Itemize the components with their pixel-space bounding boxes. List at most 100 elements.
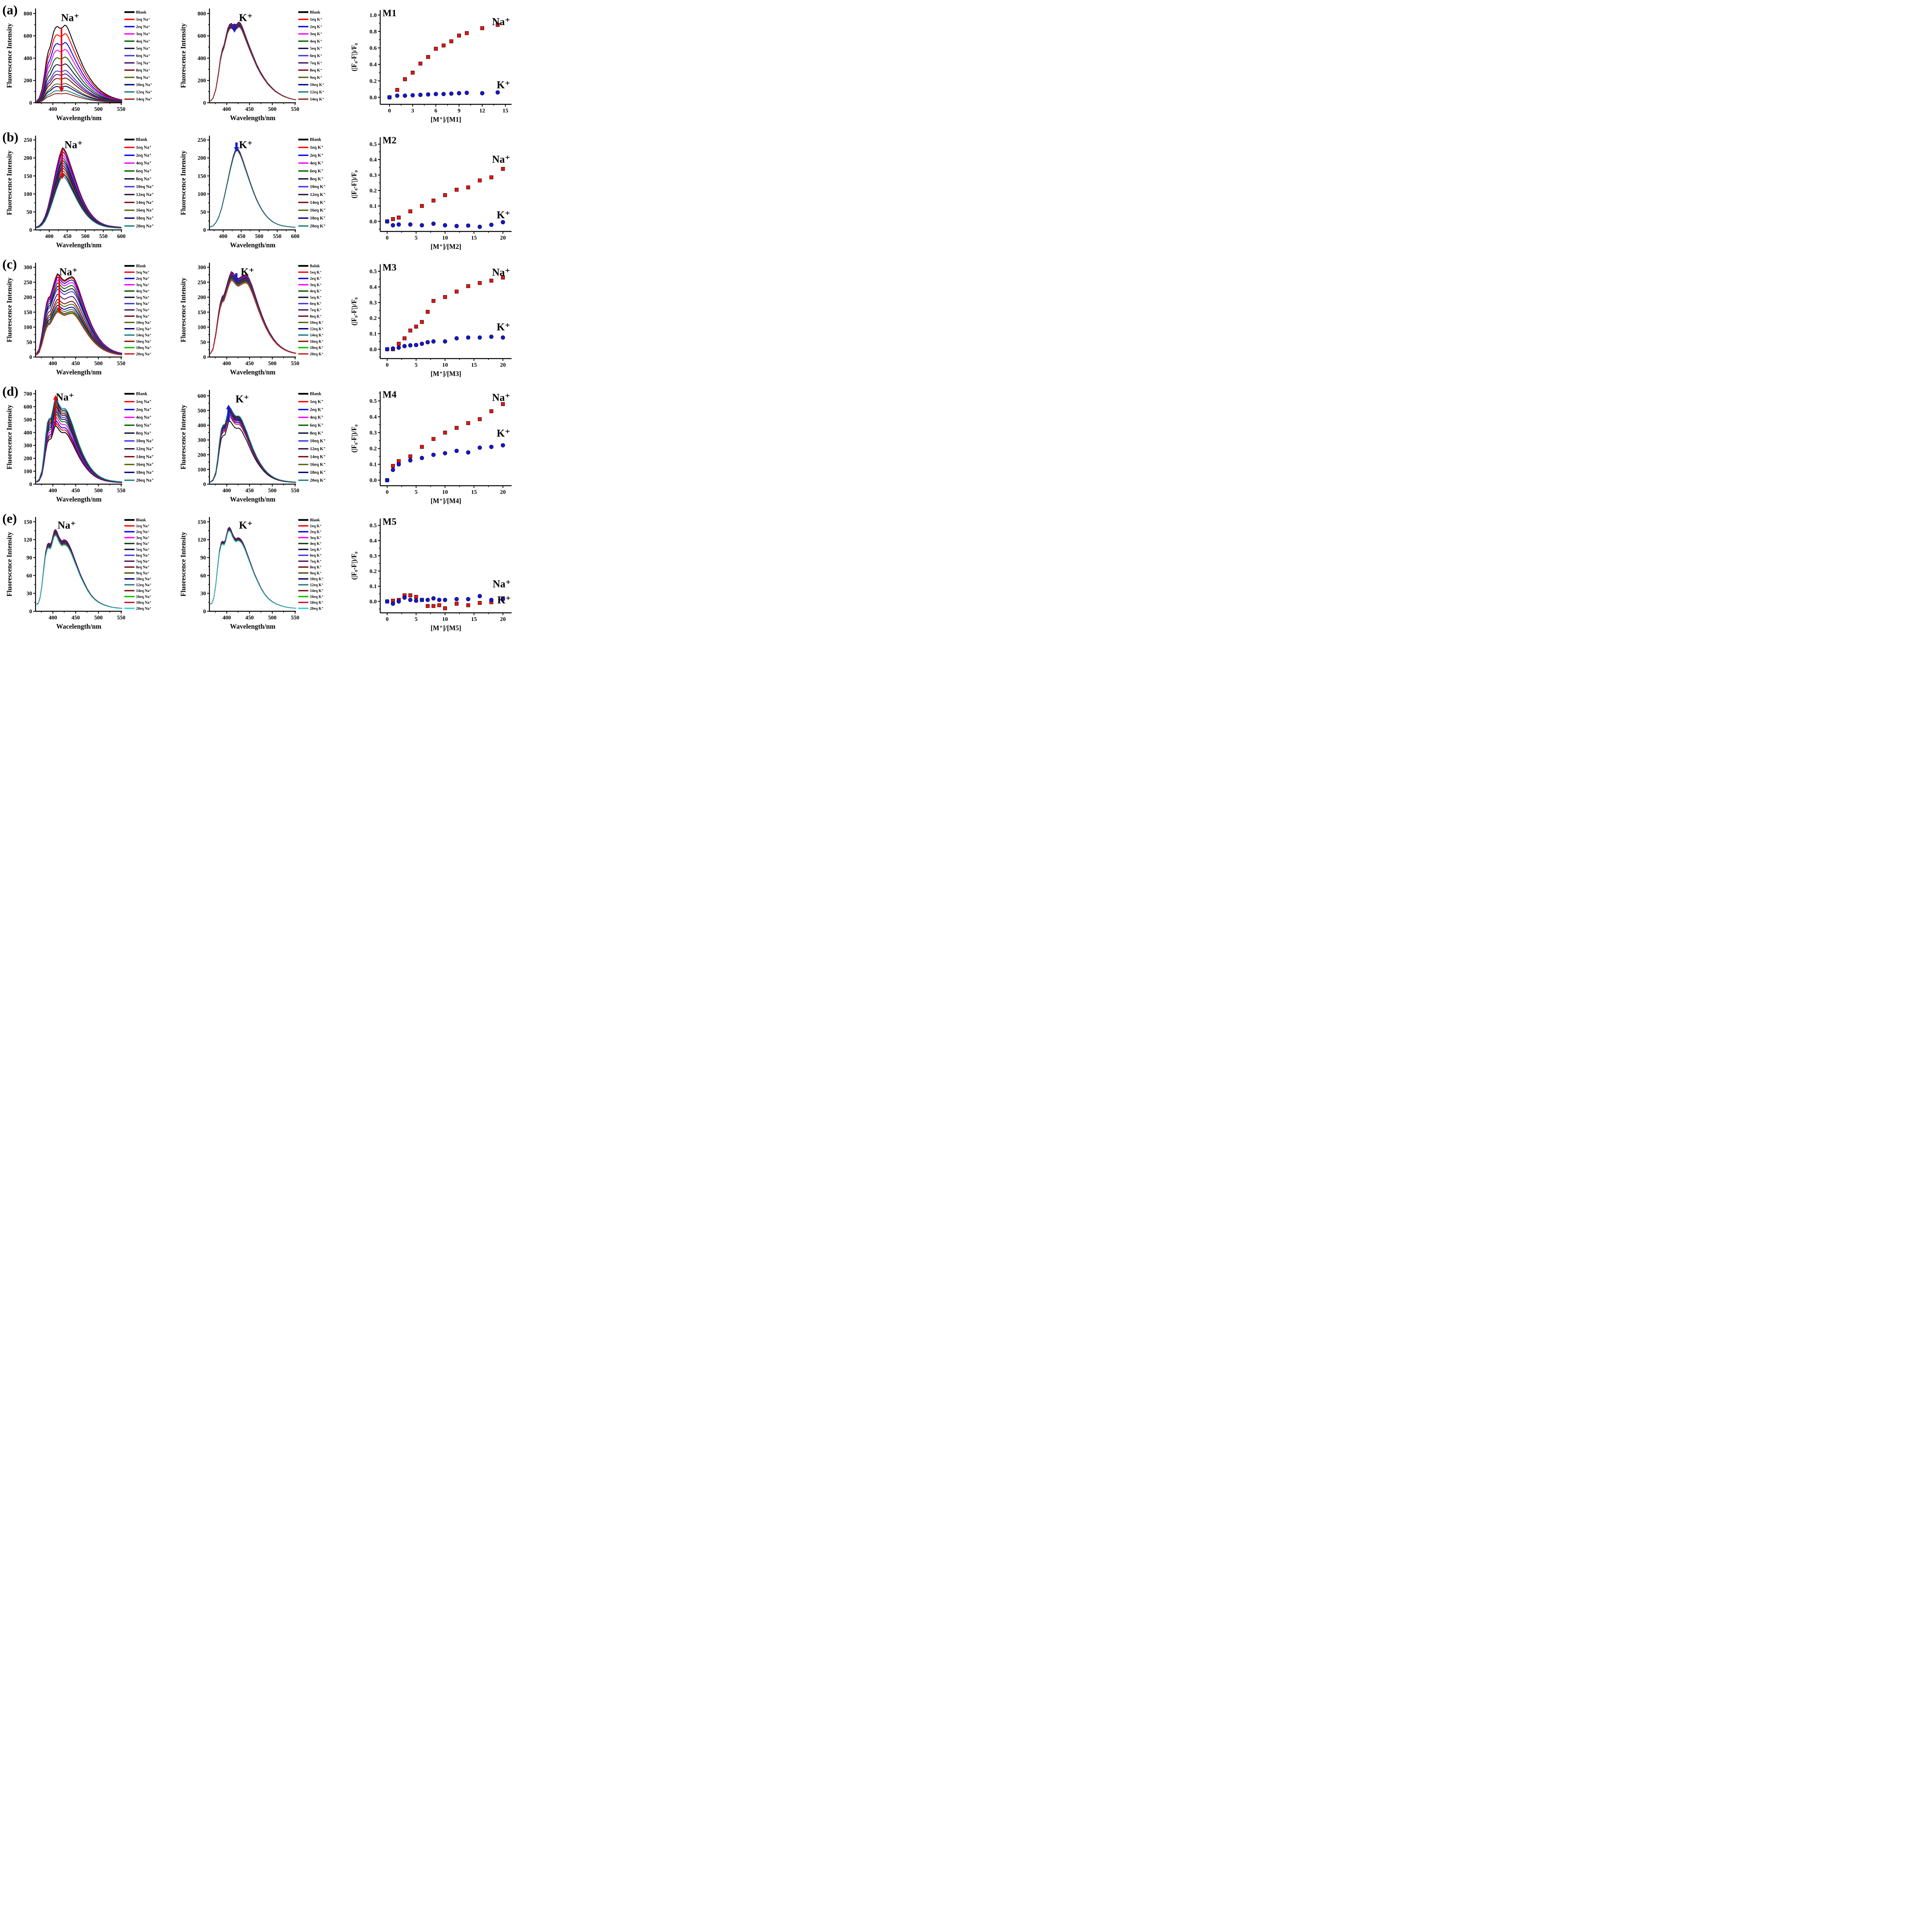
curve-7eq-K⁺ xyxy=(210,276,296,354)
svg-text:0.4: 0.4 xyxy=(369,284,377,290)
legend-label: 2eq K⁺ xyxy=(310,407,323,412)
legend-label: 16eq K⁺ xyxy=(310,208,326,213)
panel-label: M5 xyxy=(383,517,396,527)
svg-text:550: 550 xyxy=(291,106,299,112)
legend-label: 16eq Na⁺ xyxy=(136,463,154,467)
curve-20eq-Na⁺ xyxy=(36,175,122,229)
svg-text:0.2: 0.2 xyxy=(369,446,377,452)
svg-text:15: 15 xyxy=(471,489,477,495)
legend-label: 14eq K⁺ xyxy=(310,454,326,459)
legend-label: 2eq K⁺ xyxy=(310,530,322,534)
curve-6eq-K⁺ xyxy=(210,148,296,228)
axes: 400 450 500 550 0 100 200 300 400 500 600 700 Wavele… xyxy=(5,390,126,503)
svg-text:0.2: 0.2 xyxy=(369,568,377,575)
legend-label: 6eq K⁺ xyxy=(310,54,322,58)
curve-4eq-K⁺ xyxy=(210,24,296,102)
legend: Blank 1eq Na⁺ 2eq Na⁺ 4eq Na⁺ 6eq Na⁺ 8eq Na⁺… xyxy=(124,138,154,228)
legend-label: 14eq K⁺ xyxy=(310,200,326,205)
legend-label: 8eq K⁺ xyxy=(310,565,322,570)
y-axis-label: Fluorescence Intensity xyxy=(5,405,13,469)
legend-label: 7eq K⁺ xyxy=(310,560,322,564)
svg-text:5: 5 xyxy=(415,235,418,241)
curve-20eq-K⁺ xyxy=(210,407,296,483)
svg-text:0: 0 xyxy=(203,609,206,615)
legend-label: 1eq K⁺ xyxy=(310,18,322,22)
svg-text:500: 500 xyxy=(197,408,206,414)
curve-10eq-K⁺ xyxy=(210,410,296,483)
axes: 400 450 500 550 0 200 400 600 800 Wavelength/nm Fl… xyxy=(179,9,299,122)
svg-text:0: 0 xyxy=(203,481,206,488)
legend-label: 8eq K⁺ xyxy=(310,315,322,319)
curve-10eq-Na⁺ xyxy=(36,302,122,355)
svg-text:3: 3 xyxy=(411,108,414,114)
y-axis-label: Fluorescence Intensity xyxy=(179,150,187,215)
svg-text:0.0: 0.0 xyxy=(369,95,377,101)
legend-label: 18eq Na⁺ xyxy=(136,470,154,475)
curve-5eq-Na⁺ xyxy=(36,63,122,102)
svg-text:0: 0 xyxy=(29,481,32,488)
curve-8eq-K⁺ xyxy=(210,529,296,609)
curve-20eq-K⁺ xyxy=(210,150,296,228)
svg-text:10: 10 xyxy=(442,362,448,368)
y-axis-label: (|F₀-F|)/F₀ xyxy=(350,552,358,580)
svg-text:1.0: 1.0 xyxy=(369,12,377,19)
x-axis-label: Wavelength/nm xyxy=(230,622,276,630)
row-label-a: (a) xyxy=(2,3,18,17)
y-axis-label: Fluorescence Intensity xyxy=(179,532,187,597)
curve-7eq-K⁺ xyxy=(210,24,296,102)
svg-text:300: 300 xyxy=(24,265,32,271)
svg-text:500: 500 xyxy=(94,361,103,367)
ion-title: K⁺ xyxy=(241,266,254,277)
curve-5eq-K⁺ xyxy=(210,528,296,609)
ion-annotation-Na⁺: Na⁺ xyxy=(493,578,511,590)
x-axis-label: Wavelength/nm xyxy=(56,114,102,122)
svg-text:0: 0 xyxy=(203,227,206,233)
legend-label: 2eq Na⁺ xyxy=(136,530,150,534)
svg-text:500: 500 xyxy=(94,615,103,621)
scatter-series-K⁺ xyxy=(387,90,500,100)
curve-20eq-Na⁺ xyxy=(36,398,122,483)
y-axis-label: Fluorescence Intensity xyxy=(179,405,187,469)
legend-label: 3eq Na⁺ xyxy=(136,283,150,287)
svg-text:400: 400 xyxy=(49,488,57,494)
y-axis-label: Fluorescence Intensity xyxy=(5,277,13,342)
svg-text:50: 50 xyxy=(27,209,32,215)
legend-label: 12eq K⁺ xyxy=(310,327,324,331)
panel-e-titration: 0 5 10 15 20 0.0 0.1 0.2 0.3 0.4 0.5 [M⁺]/[M5] (|F₀-… xyxy=(348,509,518,636)
legend-label: 10eq Na⁺ xyxy=(136,185,154,189)
svg-text:250: 250 xyxy=(197,137,206,143)
svg-text:450: 450 xyxy=(71,361,80,367)
curve-2eq-K⁺ xyxy=(210,272,296,354)
svg-text:0.2: 0.2 xyxy=(369,188,377,194)
legend-label: 12eq K⁺ xyxy=(310,90,324,94)
svg-text:800: 800 xyxy=(24,11,32,17)
svg-text:550: 550 xyxy=(117,106,126,112)
svg-text:5: 5 xyxy=(415,362,418,368)
curve-20eq-Na⁺ xyxy=(36,311,122,356)
svg-text:150: 150 xyxy=(197,310,206,316)
row-e: (e) 400 450 500 550 0 30 60 90 120 150 Wacelength/… xyxy=(0,509,518,636)
axes: 400 450 500 550 600 0 50 100 150 200 250 Wavelength… xyxy=(179,136,299,249)
legend-label: 20eq K⁺ xyxy=(310,607,324,611)
legend-label: 8eq K⁺ xyxy=(310,68,322,73)
curve-8eq-K⁺ xyxy=(210,411,296,483)
legend: Blank 1eq Na⁺ 2eq Na⁺ 4eq Na⁺ 6eq Na⁺ 8eq Na⁺… xyxy=(124,392,154,483)
svg-text:150: 150 xyxy=(197,173,206,179)
curve-1eq-K⁺ xyxy=(210,272,296,354)
curves xyxy=(210,271,296,354)
legend-label: 20eq K⁺ xyxy=(310,352,324,356)
svg-text:400: 400 xyxy=(49,615,57,621)
svg-text:150: 150 xyxy=(24,310,32,316)
svg-text:0.1: 0.1 xyxy=(369,583,377,590)
legend-label: 3eq Na⁺ xyxy=(136,536,150,540)
curve-2eq-Na⁺ xyxy=(36,530,122,609)
svg-text:0.8: 0.8 xyxy=(369,29,377,35)
ion-annotation-K⁺: K⁺ xyxy=(497,427,510,439)
x-axis-label: Wavelength/nm xyxy=(56,241,102,249)
ion-annotation-K⁺: K⁺ xyxy=(497,321,510,333)
svg-text:100: 100 xyxy=(197,467,206,473)
legend-label: 12eq K⁺ xyxy=(310,583,324,587)
legend-label: 1eq K⁺ xyxy=(310,145,323,150)
svg-text:400: 400 xyxy=(49,361,57,367)
x-axis-label: [M⁺]/[M5] xyxy=(430,624,461,632)
